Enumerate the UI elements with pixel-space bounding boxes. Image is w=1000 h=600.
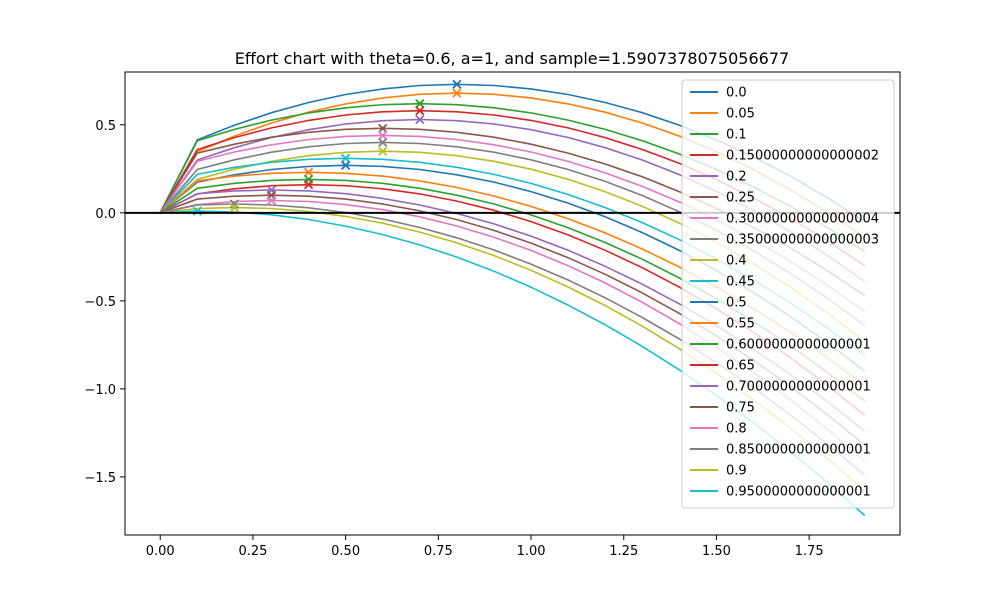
x-tick-label-7: 1.75 [795,544,824,559]
legend-entry-0: 0.0 [726,86,747,101]
x-axis: 0.00 0.25 0.50 0.75 1.00 1.25 1.50 1.75 [146,535,824,559]
y-tick-label-3: −1.0 [84,383,116,398]
legend: 0.0 0.05 0.1 0.15000000000000002 0.2 0.25 0.30… [681,79,895,509]
legend-entry-13: 0.65 [726,359,755,374]
peak-marker-16 [266,195,277,206]
y-tick-label-2: −0.5 [84,295,116,310]
x-tick-label-0: 0.00 [146,544,175,559]
peak-marker-11 [303,167,314,177]
peak-marker-13 [303,180,314,190]
chart-title: Effort chart with theta=0.6, a=1, and sa… [235,49,789,68]
legend-entry-11: 0.55 [726,317,755,332]
legend-entry-3: 0.15000000000000002 [726,149,879,164]
peak-marker-17 [229,199,240,209]
peak-marker-8 [378,146,388,156]
legend-entry-18: 0.9 [726,464,747,479]
peak-marker-0 [452,79,462,89]
legend-entry-15: 0.75 [726,401,755,416]
y-tick-label-0: 0.5 [95,119,116,134]
y-axis: 0.5 0.0 −0.5 −1.0 −1.5 [84,119,125,486]
peak-marker-2 [415,99,425,109]
peak-marker-5 [378,123,388,133]
peak-marker-6 [378,130,388,141]
legend-entry-5: 0.25 [726,191,755,206]
peak-marker-10 [340,160,351,170]
peak-marker-1 [452,88,462,98]
x-tick-label-1: 0.25 [238,544,267,559]
y-tick-label-4: −1.5 [84,471,116,486]
legend-entry-9: 0.45 [726,275,755,290]
peak-marker-4 [415,114,425,125]
legend-entry-16: 0.8 [726,422,747,437]
legend-entry-17: 0.8500000000000001 [726,443,871,458]
legend-entry-12: 0.6000000000000001 [726,338,871,353]
legend-entry-1: 0.05 [726,107,755,122]
legend-entry-14: 0.7000000000000001 [726,380,871,395]
x-tick-label-3: 0.75 [424,544,453,559]
peak-markers [192,79,462,216]
legend-entry-19: 0.9500000000000001 [726,485,871,500]
peak-marker-9 [340,153,351,163]
x-tick-label-6: 1.50 [702,544,731,559]
plot-area [124,71,901,536]
legend-entry-4: 0.2 [726,170,747,185]
y-tick-label-1: 0.0 [95,207,116,222]
peak-marker-7 [378,137,388,148]
legend-entry-6: 0.30000000000000004 [726,212,879,227]
legend-entry-10: 0.5 [726,296,747,311]
peak-marker-18 [229,202,240,213]
x-tick-label-2: 0.50 [331,544,360,559]
legend-entry-7: 0.35000000000000003 [726,233,879,248]
legend-entry-8: 0.4 [726,254,747,269]
legend-entry-2: 0.1 [726,128,747,143]
x-tick-label-5: 1.25 [609,544,638,559]
peak-marker-3 [415,106,425,116]
x-tick-label-4: 1.00 [517,544,546,559]
legend-box [681,79,895,509]
